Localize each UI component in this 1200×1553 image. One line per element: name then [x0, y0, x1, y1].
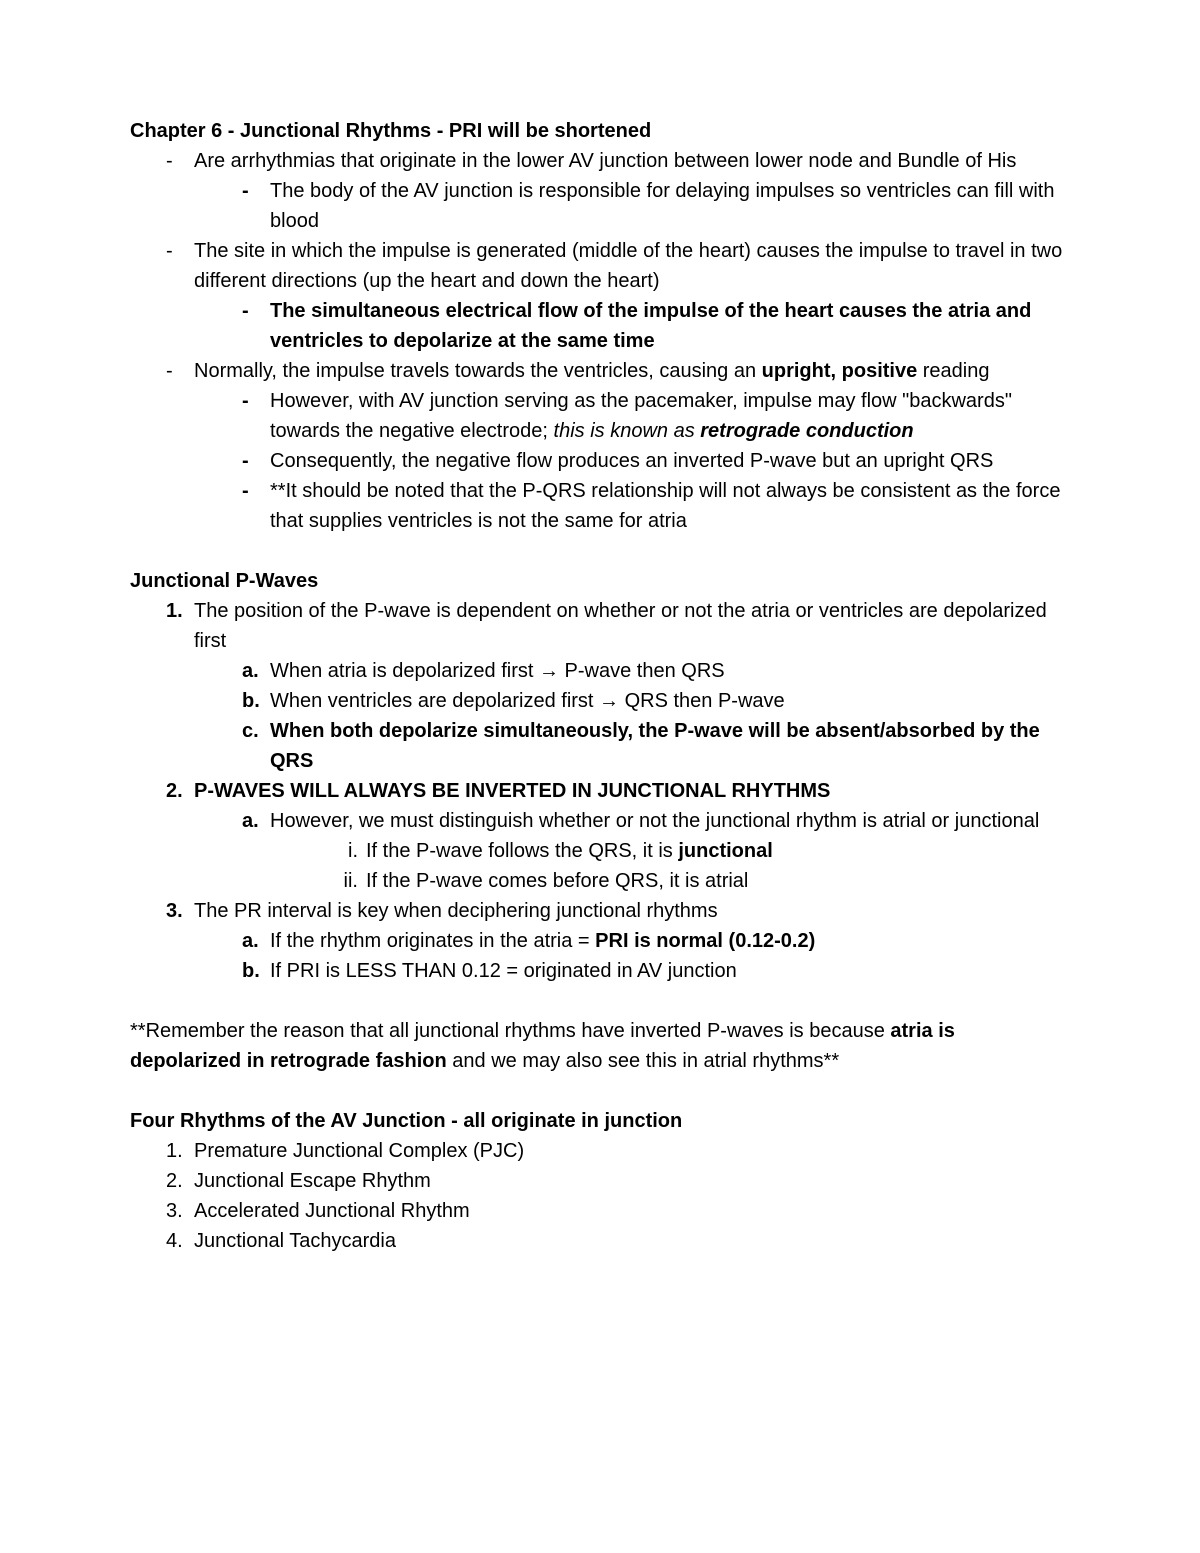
list-item: Normally, the impulse travels towards th…	[166, 356, 1070, 536]
text: Are arrhythmias that originate in the lo…	[194, 150, 1016, 172]
spacer	[130, 1076, 1070, 1106]
marker: b.	[242, 956, 260, 986]
marker: ii.	[330, 866, 358, 896]
pwave-list: 1. The position of the P-wave is depende…	[130, 596, 1070, 986]
list-item: 4. Junctional Tachycardia	[166, 1226, 1070, 1256]
spacer	[130, 536, 1070, 566]
marker: 3.	[166, 896, 183, 926]
marker: 1.	[166, 1136, 183, 1166]
chapter-title: Chapter 6 - Junctional Rhythms - PRI wil…	[130, 116, 1070, 146]
list-item: 2. P-WAVES WILL ALWAYS BE INVERTED IN JU…	[166, 776, 1070, 896]
text: The body of the AV junction is responsib…	[270, 180, 1054, 232]
spacer	[130, 986, 1070, 1016]
marker: 4.	[166, 1226, 183, 1256]
text: Accelerated Junctional Rhythm	[194, 1200, 470, 1222]
text-emphasis: retrograde conduction	[700, 420, 913, 442]
text: However, we must distinguish whether or …	[270, 810, 1039, 832]
list-item: Consequently, the negative flow produces…	[242, 446, 1070, 476]
marker: b.	[242, 686, 260, 716]
text: When ventricles are depolarized first → …	[270, 690, 785, 712]
marker: c.	[242, 716, 259, 746]
text: If the rhythm originates in the atria =	[270, 930, 595, 952]
text: When atria is depolarized first → P-wave…	[270, 660, 725, 682]
text: The site in which the impulse is generat…	[194, 240, 1062, 292]
list-item: ii. If the P-wave comes before QRS, it i…	[330, 866, 1070, 896]
marker: 3.	[166, 1196, 183, 1226]
text: **It should be noted that the P-QRS rela…	[270, 480, 1060, 532]
text-italic: this is known as	[554, 420, 701, 442]
section-heading: Four Rhythms of the AV Junction - all or…	[130, 1106, 1070, 1136]
list-item: **It should be noted that the P-QRS rela…	[242, 476, 1070, 536]
list-item: b. If PRI is LESS THAN 0.12 = originated…	[242, 956, 1070, 986]
list-item: The simultaneous electrical flow of the …	[242, 296, 1070, 356]
text-emphasis: The simultaneous electrical flow of the …	[270, 300, 1031, 352]
marker: 1.	[166, 596, 183, 626]
text: reading	[917, 360, 989, 382]
marker: 2.	[166, 1166, 183, 1196]
text-emphasis: When both depolarize simultaneously, the…	[270, 720, 1040, 772]
text-emphasis: P-WAVES WILL ALWAYS BE INVERTED IN JUNCT…	[194, 780, 830, 802]
section-heading: Junctional P-Waves	[130, 566, 1070, 596]
list-item: 2. Junctional Escape Rhythm	[166, 1166, 1070, 1196]
text: Consequently, the negative flow produces…	[270, 450, 993, 472]
text: The PR interval is key when deciphering …	[194, 900, 718, 922]
text: If the P-wave follows the QRS, it is	[366, 840, 678, 862]
note-paragraph: **Remember the reason that all junctiona…	[130, 1016, 1070, 1076]
marker: a.	[242, 806, 259, 836]
text-emphasis: junctional	[678, 840, 772, 862]
intro-list: Are arrhythmias that originate in the lo…	[130, 146, 1070, 536]
marker: a.	[242, 656, 259, 686]
text-emphasis: upright, positive	[762, 360, 918, 382]
marker: 2.	[166, 776, 183, 806]
list-item: 3. The PR interval is key when decipheri…	[166, 896, 1070, 986]
list-item: However, with AV junction serving as the…	[242, 386, 1070, 446]
list-item: The site in which the impulse is generat…	[166, 236, 1070, 356]
text: Normally, the impulse travels towards th…	[194, 360, 762, 382]
text: The position of the P-wave is dependent …	[194, 600, 1047, 652]
list-item: a. If the rhythm originates in the atria…	[242, 926, 1070, 956]
text: and we may also see this in atrial rhyth…	[447, 1050, 839, 1072]
rhythms-list: 1. Premature Junctional Complex (PJC) 2.…	[130, 1136, 1070, 1256]
text: Junctional Escape Rhythm	[194, 1170, 431, 1192]
list-item: 1. Premature Junctional Complex (PJC)	[166, 1136, 1070, 1166]
text: If PRI is LESS THAN 0.12 = originated in…	[270, 960, 737, 982]
marker: a.	[242, 926, 259, 956]
text: If the P-wave comes before QRS, it is at…	[366, 870, 748, 892]
marker: i.	[330, 836, 358, 866]
list-item: Are arrhythmias that originate in the lo…	[166, 146, 1070, 236]
list-item: b. When ventricles are depolarized first…	[242, 686, 1070, 716]
list-item: i. If the P-wave follows the QRS, it is …	[330, 836, 1070, 866]
list-item: The body of the AV junction is responsib…	[242, 176, 1070, 236]
document-page: Chapter 6 - Junctional Rhythms - PRI wil…	[0, 0, 1200, 1553]
text-emphasis: PRI is normal (0.12-0.2)	[595, 930, 815, 952]
list-item: c. When both depolarize simultaneously, …	[242, 716, 1070, 776]
text: **Remember the reason that all junctiona…	[130, 1020, 890, 1042]
list-item: a. When atria is depolarized first → P-w…	[242, 656, 1070, 686]
list-item: a. However, we must distinguish whether …	[242, 806, 1070, 896]
list-item: 1. The position of the P-wave is depende…	[166, 596, 1070, 776]
text: Junctional Tachycardia	[194, 1230, 396, 1252]
text: Premature Junctional Complex (PJC)	[194, 1140, 524, 1162]
list-item: 3. Accelerated Junctional Rhythm	[166, 1196, 1070, 1226]
